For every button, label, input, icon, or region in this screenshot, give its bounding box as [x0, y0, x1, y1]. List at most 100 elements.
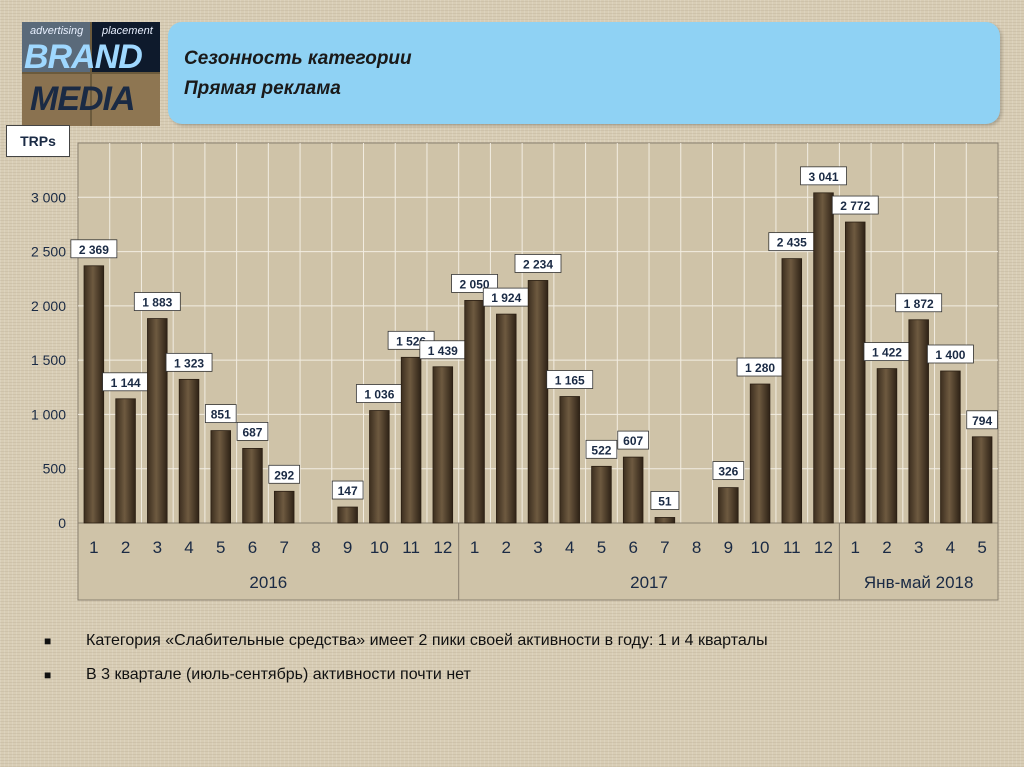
bar [971, 436, 993, 524]
group-label: Янв-май 2018 [864, 573, 974, 592]
data-label: 2 234 [523, 257, 553, 271]
x-tick-label: 1 [470, 538, 479, 557]
bullet-marker: ■ [44, 634, 52, 648]
logo-word-placement: placement [102, 25, 153, 37]
x-tick-label: 2 [502, 538, 511, 557]
y-tick-label: 0 [58, 515, 66, 531]
logo-word-advertising: advertising [30, 25, 84, 37]
y-tick-label: 2 500 [31, 244, 66, 260]
y-tick-label: 1 500 [31, 352, 66, 368]
bar [178, 378, 200, 524]
title-line-1: Сезонность категории [184, 48, 412, 69]
bar [559, 396, 580, 524]
bar [242, 448, 263, 524]
x-tick-label: 9 [724, 538, 733, 557]
data-label: 1 883 [142, 296, 172, 310]
bar [908, 319, 929, 524]
logo-word-brand: BRAND [24, 38, 143, 76]
data-label-box [617, 430, 649, 450]
data-label: 3 041 [809, 170, 839, 184]
x-tick-label: 8 [311, 538, 320, 557]
data-label-box [650, 491, 680, 510]
data-label-box [70, 239, 118, 259]
bar [273, 490, 295, 524]
group-label: 2017 [630, 573, 668, 592]
y-axis-label: TRPs [6, 125, 70, 157]
y-tick-label: 1 000 [31, 406, 66, 422]
data-label-box [585, 439, 618, 459]
bullet-item-2: ■ В 3 квартале (июль-сентябрь) активност… [40, 666, 1000, 684]
x-tick-label: 6 [248, 538, 257, 557]
bar [432, 366, 454, 524]
x-tick-label: 4 [946, 538, 955, 557]
x-tick-label: 3 [914, 538, 923, 557]
data-label: 147 [338, 484, 358, 498]
x-tick-label: 8 [692, 538, 701, 557]
bullet-text-2: В 3 квартале (июль-сентябрь) активности … [86, 666, 471, 683]
title-banner: Сезонность категории Прямая реклама [168, 22, 1000, 124]
bar [496, 313, 517, 524]
x-tick-label: 6 [628, 538, 637, 557]
x-tick-label: 9 [343, 538, 352, 557]
bar [147, 318, 168, 524]
bar [400, 356, 422, 524]
data-label: 1 165 [555, 374, 585, 388]
data-label: 1 924 [491, 291, 521, 305]
title-line-2: Прямая реклама [184, 78, 341, 99]
data-label: 1 526 [396, 334, 426, 348]
data-label: 1 422 [872, 346, 902, 360]
brand-media-logo: advertising placement BRAND MEDIA [22, 22, 160, 126]
data-label-box [268, 464, 301, 484]
bar [210, 430, 231, 524]
data-label: 2 435 [777, 236, 807, 250]
data-label: 1 323 [174, 356, 204, 370]
data-label: 1 280 [745, 361, 775, 375]
x-tick-label: 5 [597, 538, 606, 557]
bar [749, 383, 771, 524]
bar [83, 265, 105, 524]
x-tick-label: 7 [660, 538, 669, 557]
data-label-box [236, 422, 269, 441]
data-label: 292 [274, 468, 294, 482]
data-label: 851 [211, 408, 231, 422]
data-label-box [331, 480, 364, 500]
data-label: 51 [658, 494, 672, 508]
data-label-box [895, 293, 943, 313]
bullet-marker: ■ [44, 668, 52, 682]
x-tick-label: 3 [153, 538, 162, 557]
x-tick-label: 12 [433, 538, 452, 557]
bar [845, 221, 866, 524]
data-label-box [204, 404, 237, 424]
bar [654, 517, 676, 524]
data-label: 1 872 [904, 297, 934, 311]
data-label-box [800, 166, 847, 186]
data-label-box [546, 370, 594, 389]
data-label: 2 369 [79, 243, 109, 257]
bullet-list: ■ Категория «Слабительные средства» имее… [40, 632, 1000, 700]
data-label-box [831, 195, 879, 215]
bar [527, 280, 549, 524]
data-label-box [514, 254, 562, 273]
data-label: 794 [972, 414, 992, 428]
bar [940, 370, 961, 524]
x-tick-label: 5 [977, 538, 986, 557]
x-tick-label: 2 [121, 538, 130, 557]
data-label: 2 050 [460, 277, 490, 291]
group-label: 2016 [249, 573, 287, 592]
x-tick-label: 7 [279, 538, 288, 557]
bar [781, 258, 803, 524]
x-tick-label: 4 [565, 538, 574, 557]
x-tick-label: 11 [402, 538, 420, 557]
bar [591, 465, 612, 524]
x-tick-label: 4 [184, 538, 193, 557]
bar [876, 368, 898, 524]
bar [337, 506, 358, 524]
y-tick-label: 500 [43, 461, 67, 477]
data-label: 687 [242, 425, 262, 439]
x-tick-label: 10 [751, 538, 770, 557]
logo-word-media: MEDIA [30, 80, 136, 118]
bar [464, 300, 485, 524]
x-tick-label: 2 [882, 538, 891, 557]
data-label-box [133, 292, 181, 311]
